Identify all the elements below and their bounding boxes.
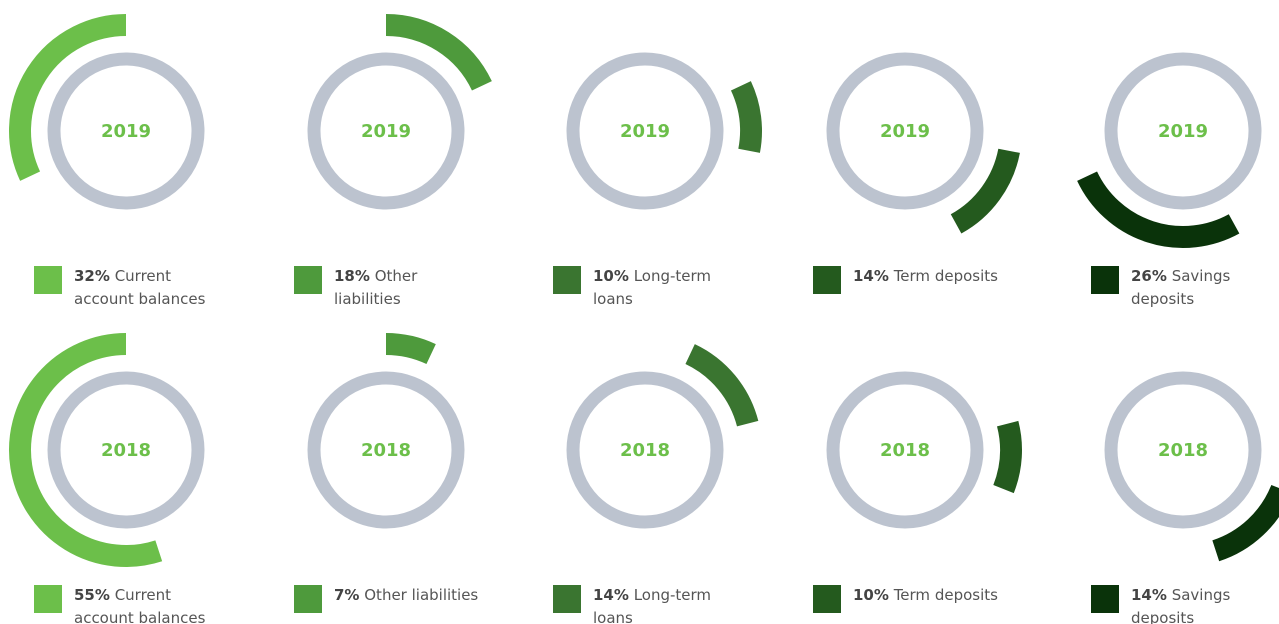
legend-text: 10% Term deposits [853,584,1003,607]
legend-item: 10% Term deposits [813,584,1003,613]
legend-text: 26% Savings deposits [1131,265,1279,311]
legend-item: 14% Term deposits [813,265,1003,294]
share-arc [9,14,127,181]
base-ring [307,52,465,210]
legend-name: Savings deposits [1131,586,1231,624]
legend-text: 18% Other liabilities [334,265,484,311]
legend-name: Long-term loans [593,586,712,624]
year-label: 2019 [1158,121,1208,142]
year-label: 2018 [1158,440,1208,461]
year-label: 2018 [361,440,411,461]
share-arc [9,333,163,567]
share-arc [385,14,492,91]
legend-swatch [34,266,62,294]
legend-item: 18% Other liabilities [294,265,484,311]
legend-value: 10% [853,586,889,604]
legend-name: Current account balances [74,586,206,624]
legend-text: 7% Other liabilities [334,584,484,607]
share-arc [1212,484,1279,562]
legend-swatch [813,585,841,613]
legend-name: Term deposits [893,586,998,604]
year-label: 2019 [620,121,670,142]
base-ring [566,52,724,210]
legend-swatch [813,266,841,294]
legend-name: Other liabilities [334,267,418,308]
year-label: 2019 [101,121,151,142]
year-label: 2018 [880,440,930,461]
legend-item: 7% Other liabilities [294,584,484,613]
legend-text: 14% Long-term loans [593,584,743,624]
legend-value: 7% [334,586,360,604]
legend-swatch [553,585,581,613]
share-arc [685,344,759,427]
legend-value: 18% [334,267,370,285]
legend-item: 32% Current account balances [34,265,224,311]
legend-item: 14% Savings deposits [1091,584,1279,624]
legend-item: 14% Long-term loans [553,584,743,624]
legend-swatch [294,266,322,294]
legend-item: 55% Current account balances [34,584,224,624]
legend-text: 10% Long-term loans [593,265,743,311]
legend-item: 10% Long-term loans [553,265,743,311]
base-ring [47,52,205,210]
legend-text: 32% Current account balances [74,265,224,311]
legend-swatch [1091,585,1119,613]
base-ring [1104,371,1262,529]
base-ring [826,52,984,210]
legend-text: 14% Term deposits [853,265,1003,288]
base-ring [307,371,465,529]
legend-swatch [294,585,322,613]
legend-value: 26% [1131,267,1167,285]
legend-item: 26% Savings deposits [1091,265,1279,311]
legend-value: 10% [593,267,629,285]
share-arc [1077,171,1240,248]
legend-name: Savings deposits [1131,267,1231,308]
legend-name: Term deposits [893,267,998,285]
base-ring [47,371,205,529]
legend-value: 55% [74,586,110,604]
legend-value: 14% [593,586,629,604]
legend-value: 32% [74,267,110,285]
share-arc [950,148,1020,234]
legend-text: 55% Current account balances [74,584,224,624]
share-arc [385,333,436,365]
base-ring [566,371,724,529]
legend-value: 14% [853,267,889,285]
legend-value: 14% [1131,586,1167,604]
year-label: 2018 [620,440,670,461]
share-arc [993,420,1022,494]
legend-name: Current account balances [74,267,206,308]
legend-swatch [553,266,581,294]
legend-swatch [34,585,62,613]
base-ring [1104,52,1262,210]
year-label: 2019 [361,121,411,142]
year-label: 2018 [101,440,151,461]
base-ring [826,371,984,529]
legend-name: Other liabilities [364,586,479,604]
year-label: 2019 [880,121,930,142]
legend-name: Long-term loans [593,267,712,308]
legend-text: 14% Savings deposits [1131,584,1279,624]
share-arc [730,81,762,153]
legend-swatch [1091,266,1119,294]
